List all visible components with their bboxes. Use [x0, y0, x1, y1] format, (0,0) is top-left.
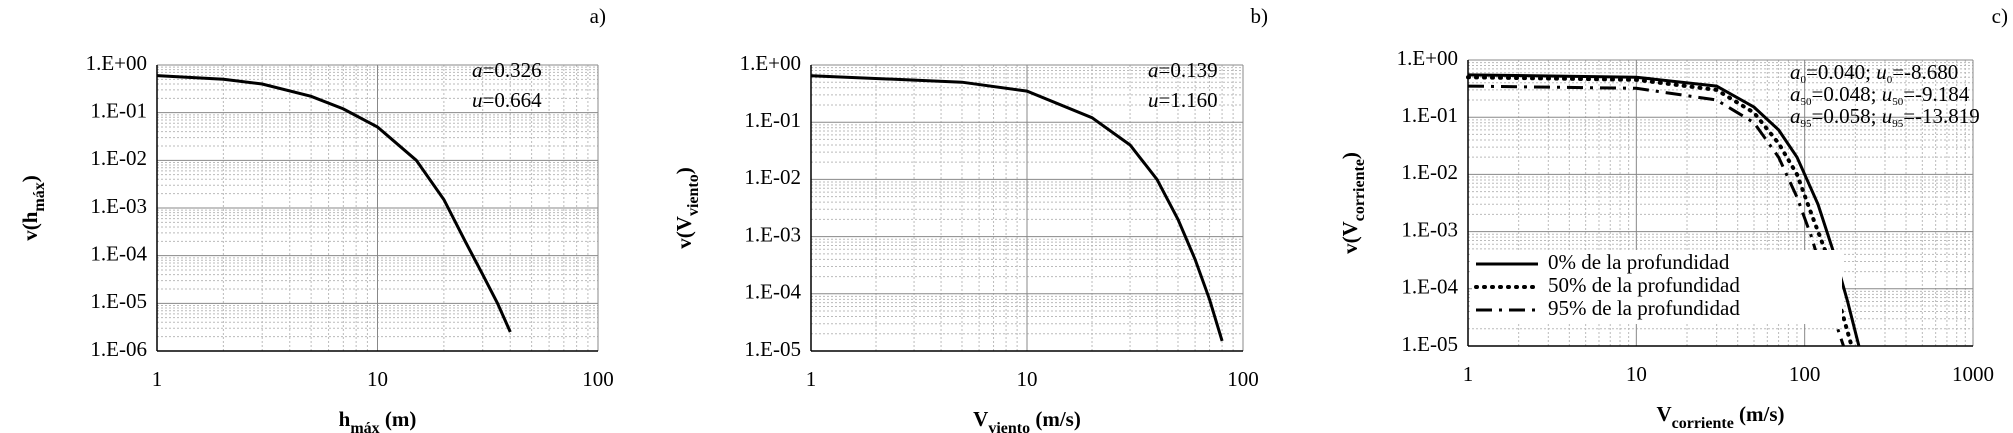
y-tick-label: 1.E-02: [1401, 160, 1458, 184]
annotation-part: =0.139: [1159, 58, 1218, 82]
x-tick-label: 1: [806, 367, 817, 391]
annotation-part: u: [472, 88, 483, 112]
y-axis-label-part: v(h: [18, 211, 42, 240]
y-tick-label: 1.E-05: [1401, 332, 1458, 356]
annotation-part: =0.326: [483, 58, 542, 82]
y-axis-label-part: viento: [685, 174, 702, 216]
x-axis-label-part: (m): [380, 407, 417, 431]
y-tick-label: 1.E-01: [90, 98, 147, 122]
panel-label: c): [1992, 4, 2008, 28]
annotation-part: =1.160: [1159, 88, 1218, 112]
x-axis-label: hmáx (m): [339, 407, 417, 433]
x-axis-label-part: máx: [350, 420, 379, 433]
annotation-part: 0: [1887, 74, 1893, 86]
annotation: a95=0.058; u95=-13.819: [1790, 104, 1980, 130]
x-tick-label: 10: [1017, 367, 1038, 391]
series-line: [156, 74, 512, 333]
annotation-part: a: [1148, 58, 1159, 82]
x-tick-label: 10: [1626, 362, 1647, 386]
legend-label: 0% de la profundidad: [1548, 250, 1730, 274]
annotation-part: =0.058;: [1812, 104, 1882, 128]
x-axis-label-part: (m/s): [1030, 407, 1081, 431]
panel-label: b): [1251, 4, 1269, 28]
y-axis-label: v(Vviento): [672, 167, 702, 248]
y-tick-label: 1.E+00: [740, 51, 801, 75]
y-tick-label: 1.E-04: [90, 241, 147, 265]
annotation-part: u: [1148, 88, 1159, 112]
panel-label: a): [590, 4, 606, 28]
legend-label: 50% de la profundidad: [1548, 273, 1740, 297]
annotation-part: u: [1882, 82, 1893, 106]
annotation: u=0.664: [472, 88, 542, 112]
annotation-part: 0: [1801, 74, 1807, 86]
y-axis-label-part: v(V: [1338, 221, 1362, 254]
annotation: a=0.139: [1148, 58, 1218, 82]
y-tick-label: 1.E-06: [90, 337, 147, 361]
annotation-part: 50: [1892, 96, 1904, 108]
annotation-part: 50: [1801, 96, 1813, 108]
y-tick-label: 1.E-04: [1401, 275, 1458, 299]
y-tick-label: 1.E-03: [744, 222, 801, 246]
annotation: u=1.160: [1148, 88, 1218, 112]
y-tick-label: 1.E-05: [90, 289, 147, 313]
x-axis-label-part: V: [973, 407, 988, 431]
annotation-part: a: [472, 58, 483, 82]
series-line: [810, 74, 1224, 342]
y-tick-label: 1.E-01: [744, 108, 801, 132]
annotation-part: a: [1790, 60, 1801, 84]
x-tick-label: 10: [367, 367, 388, 391]
annotation-part: =0.048;: [1812, 82, 1882, 106]
annotation-part: 95: [1892, 118, 1904, 130]
x-axis-label: Vviento (m/s): [973, 407, 1081, 433]
y-axis-label-part: v(V: [672, 216, 696, 249]
annotation-part: a: [1790, 104, 1801, 128]
x-axis-label-part: h: [339, 407, 351, 431]
annotation: a0=0.040; u0=-8.680: [1790, 60, 1958, 86]
y-tick-label: 1.E-02: [90, 146, 147, 170]
y-tick-label: 1.E-03: [1401, 217, 1458, 241]
y-tick-label: 1.E-05: [744, 337, 801, 361]
annotation-part: =0.040;: [1806, 60, 1876, 84]
x-axis-label-part: V: [1656, 402, 1671, 426]
x-axis-label-part: corriente: [1672, 415, 1734, 432]
y-axis-label-part: máx: [31, 182, 48, 211]
x-tick-label: 100: [1227, 367, 1259, 391]
y-tick-label: 1.E-04: [744, 280, 801, 304]
y-axis-label: v(hmáx): [18, 175, 48, 241]
x-axis-label: Vcorriente (m/s): [1656, 402, 1784, 432]
annotation-part: u: [1882, 104, 1893, 128]
y-tick-label: 1.E-02: [744, 165, 801, 189]
legend-label: 95% de la profundidad: [1548, 296, 1740, 320]
y-axis-label: v(Vcorriente): [1338, 152, 1368, 254]
x-tick-label: 1: [1463, 362, 1474, 386]
y-tick-label: 1.E-01: [1401, 103, 1458, 127]
y-axis-label-part: corriente: [1351, 159, 1368, 221]
y-tick-label: 1.E-03: [90, 194, 147, 218]
x-tick-label: 100: [582, 367, 614, 391]
x-axis-label-part: viento: [988, 420, 1030, 433]
y-axis-label-part: ): [18, 175, 42, 182]
annotation-part: a: [1790, 82, 1801, 106]
annotation: a50=0.048; u50=-9.184: [1790, 82, 1970, 108]
x-tick-label: 1000: [1952, 362, 1994, 386]
x-tick-label: 100: [1789, 362, 1821, 386]
x-axis-label-part: (m/s): [1734, 402, 1785, 426]
annotation-part: =0.664: [483, 88, 543, 112]
annotation-part: 95: [1801, 118, 1813, 130]
annotation-part: u: [1876, 60, 1887, 84]
y-axis-label-part: ): [672, 167, 696, 174]
y-axis-label-part: ): [1338, 152, 1362, 159]
y-tick-label: 1.E+00: [86, 51, 147, 75]
x-tick-label: 1: [152, 367, 163, 391]
annotation-part: =-8.680: [1892, 60, 1958, 84]
y-tick-label: 1.E+00: [1397, 46, 1458, 70]
annotation-part: =-9.184: [1903, 82, 1970, 106]
annotation-part: =-13.819: [1903, 104, 1980, 128]
annotation: a=0.326: [472, 58, 542, 82]
